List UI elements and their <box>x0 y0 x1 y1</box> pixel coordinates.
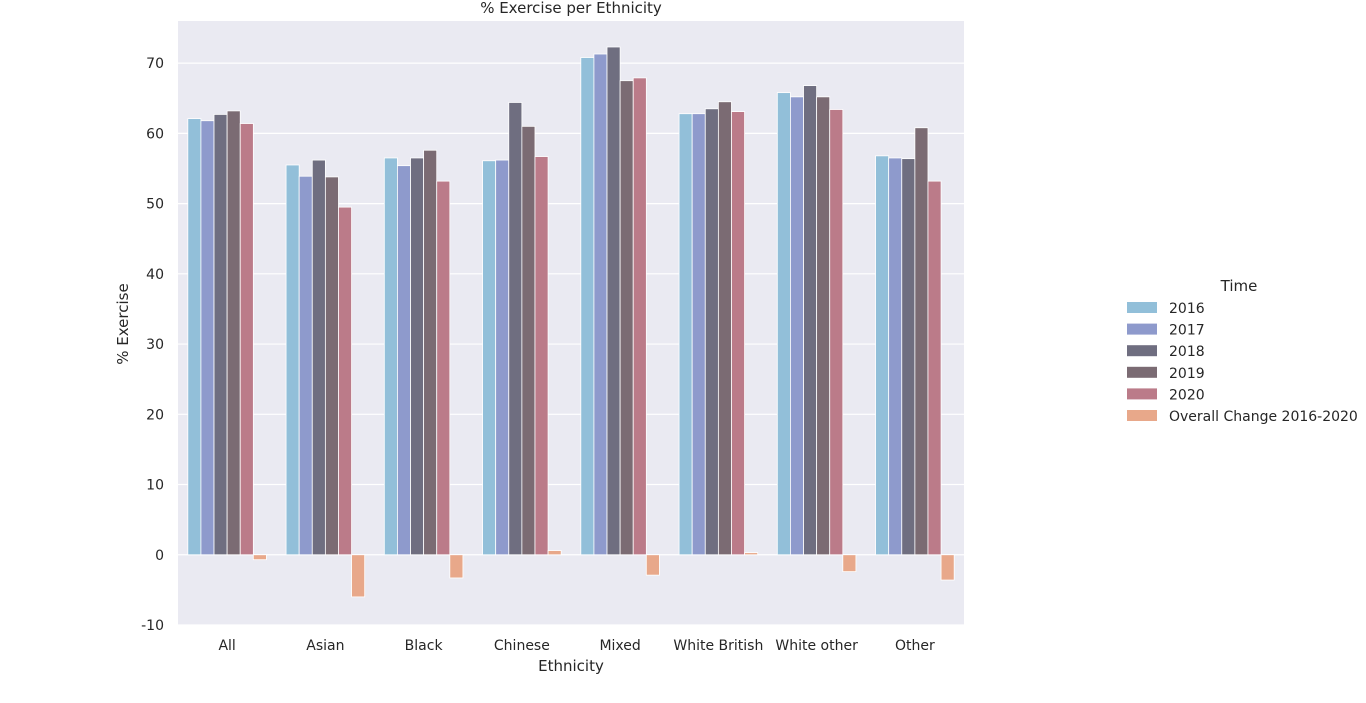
legend-swatch <box>1127 366 1157 378</box>
bar <box>436 180 451 556</box>
legend-swatch <box>1127 345 1157 357</box>
bars <box>187 46 955 598</box>
bar <box>888 157 903 556</box>
legend-title: Time <box>1220 277 1258 295</box>
bar <box>744 552 759 556</box>
bar <box>914 127 929 556</box>
bar <box>691 113 706 556</box>
legend-entry: Overall Change 2016-2020 <box>1169 409 1358 425</box>
x-tick-label: All <box>218 638 235 654</box>
bar <box>940 554 955 581</box>
bar <box>226 110 241 556</box>
bar <box>593 53 608 556</box>
bar <box>213 114 228 556</box>
x-tick-label: Mixed <box>599 638 640 654</box>
bar <box>829 109 844 556</box>
bar <box>200 120 215 556</box>
x-tick-label: White British <box>673 638 763 654</box>
bar <box>252 554 267 561</box>
legend-swatch <box>1127 323 1157 335</box>
bar <box>619 80 634 556</box>
y-tick-label: 30 <box>146 337 164 353</box>
bar <box>495 159 510 556</box>
legend-swatch <box>1127 302 1157 313</box>
legend-entry: 2016 <box>1169 301 1205 317</box>
bar <box>632 77 647 556</box>
bar <box>534 156 549 556</box>
x-tick-labels: All Asian Black Chinese Mixed White British Wh… <box>218 638 935 654</box>
bar <box>187 118 202 556</box>
bar <box>790 96 804 556</box>
x-tick-label: White other <box>775 638 858 654</box>
y-tick-label: 50 <box>146 197 164 213</box>
y-tick-label: 0 <box>155 548 164 564</box>
x-tick-label: Asian <box>306 638 344 654</box>
bar <box>449 554 464 579</box>
y-tick-label: 70 <box>146 56 164 72</box>
bar <box>397 165 411 556</box>
bar <box>482 160 497 556</box>
bar <box>521 125 536 556</box>
bar <box>298 175 313 556</box>
bar <box>383 157 398 556</box>
x-axis-label: Ethnicity <box>538 657 604 675</box>
legend-swatch <box>1127 388 1157 400</box>
bar <box>842 554 857 573</box>
bar <box>776 92 791 556</box>
bar <box>338 206 352 556</box>
bar <box>324 176 339 556</box>
y-tick-label: 40 <box>146 267 164 283</box>
bar <box>875 155 890 556</box>
legend-entry: 2018 <box>1169 344 1205 360</box>
chart-title: % Exercise per Ethnicity <box>480 0 662 17</box>
y-axis-label: % Exercise <box>114 283 132 364</box>
bar <box>731 111 745 556</box>
x-tick-label: Other <box>895 638 935 654</box>
bar <box>704 108 719 556</box>
bar <box>410 157 425 556</box>
y-tick-labels: -10 0 10 20 30 40 50 60 70 <box>141 56 164 634</box>
bar <box>547 550 562 556</box>
bar <box>816 96 831 556</box>
legend-entry: 2019 <box>1169 366 1205 382</box>
bar <box>645 554 660 576</box>
bar <box>678 113 693 556</box>
y-tick-label: 60 <box>146 126 164 142</box>
y-tick-label: 20 <box>146 407 164 423</box>
bar <box>351 554 366 598</box>
bar <box>580 57 595 556</box>
bar <box>901 158 916 556</box>
bar <box>239 123 254 556</box>
y-tick-label: -10 <box>141 618 164 634</box>
x-tick-label: Chinese <box>494 638 550 654</box>
bar <box>717 101 732 556</box>
bar <box>803 85 818 556</box>
bar <box>508 102 523 556</box>
legend-swatch <box>1127 410 1157 421</box>
bar <box>927 180 942 556</box>
legend-entry: 2020 <box>1169 387 1205 403</box>
x-tick-label: Black <box>405 638 444 654</box>
bar <box>423 149 438 556</box>
bar <box>606 46 621 556</box>
y-tick-label: 10 <box>146 478 164 494</box>
bar <box>311 159 326 556</box>
bar <box>285 164 300 556</box>
legend: Time 2016 2017 2018 2019 2020 Overall Change … <box>1127 277 1358 425</box>
legend-entry: 2017 <box>1169 323 1205 339</box>
